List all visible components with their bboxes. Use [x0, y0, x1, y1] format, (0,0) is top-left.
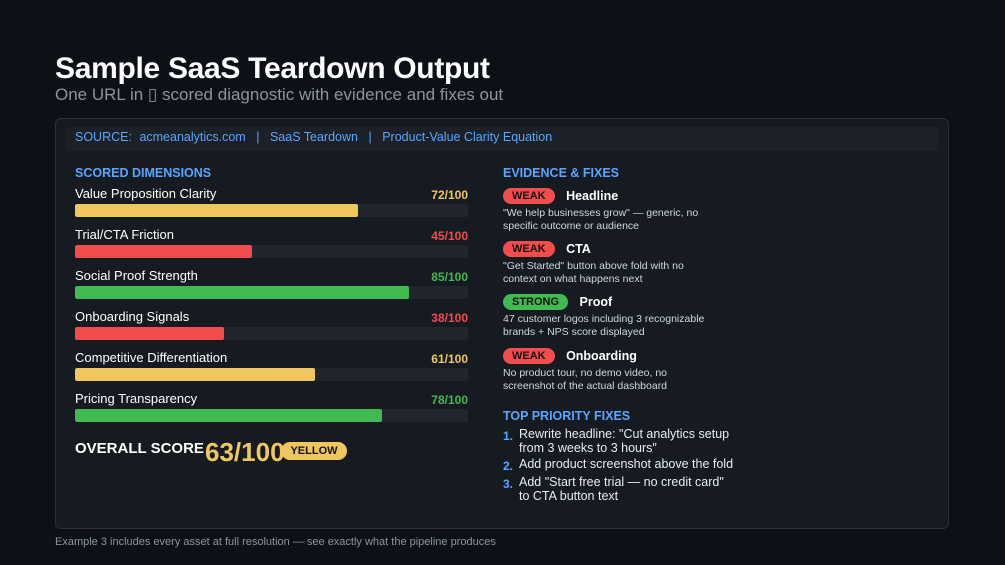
dimension-label: Pricing Transparency: [75, 391, 198, 406]
evidence-item: WEAK CTA "Get Started" button above fold…: [503, 240, 923, 285]
page-subtitle: One URL in ▯ scored diagnostic with evid…: [55, 85, 504, 104]
dimension-row: Trial/CTA Friction 45/100: [75, 227, 468, 268]
evidence-item: WEAK Headline "We help businesses grow" …: [503, 187, 923, 232]
source-bar: SOURCE: acmeanalytics.com | SaaS Teardow…: [66, 127, 939, 151]
evidence-description: 47 customer logos including 3 recognizab…: [503, 313, 705, 338]
dimension-score: 38/100: [431, 311, 468, 325]
dimension-score: 61/100: [431, 352, 468, 366]
evidence-title: Proof: [579, 294, 613, 309]
fix-text: Add product screenshot above the fold: [519, 457, 734, 471]
evidence-description: "We help businesses grow" — generic, no …: [503, 207, 699, 232]
overall-status-badge: YELLOW: [281, 442, 347, 460]
score-bar-fill: [75, 327, 225, 340]
dimension-label: Social Proof Strength: [75, 268, 198, 283]
source-separator: |: [368, 130, 372, 144]
fix-number: 3.: [503, 477, 514, 491]
evidence-title: Headline: [566, 188, 619, 203]
evidence-heading: EVIDENCE & FIXES: [503, 166, 619, 180]
evidence-item: WEAK Onboarding No product tour, no demo…: [503, 347, 923, 392]
score-bar-fill: [75, 368, 315, 381]
source-framework: Product-Value Clarity Equation: [382, 130, 553, 144]
dimension-label: Value Proposition Clarity: [75, 186, 217, 201]
score-bar-track: [75, 245, 468, 258]
score-bar-track: [75, 286, 468, 299]
dimension-row: Onboarding Signals 38/100: [75, 309, 468, 350]
dimension-label: Onboarding Signals: [75, 309, 190, 324]
scored-dimensions-heading: SCORED DIMENSIONS: [75, 166, 212, 180]
score-bar-track: [75, 368, 468, 381]
overall-score-value: 63/100: [205, 437, 285, 467]
status-badge: WEAK: [503, 240, 555, 257]
dimension-score: 72/100: [431, 188, 468, 202]
dimension-row: Social Proof Strength 85/100: [75, 268, 468, 309]
fix-number: 2.: [503, 459, 514, 473]
source-label: SOURCE:: [75, 130, 132, 144]
fix-text: Add "Start free trial — no credit card" …: [519, 475, 724, 503]
score-bar-fill: [75, 409, 382, 422]
score-bar-track: [75, 327, 468, 340]
page-title: Sample SaaS Teardown Output: [55, 52, 490, 85]
source-separator: |: [256, 130, 260, 144]
dimension-score: 85/100: [431, 270, 468, 284]
status-badge: WEAK: [503, 347, 555, 364]
score-bar-fill: [75, 286, 410, 299]
score-bar-track: [75, 204, 468, 217]
source-report-type: SaaS Teardown: [269, 130, 358, 144]
status-badge: WEAK: [503, 187, 555, 204]
evidence-description: "Get Started" button above fold with no …: [503, 260, 684, 285]
evidence-title: Onboarding: [566, 348, 637, 363]
dimension-score: 45/100: [431, 229, 468, 243]
dimension-label: Competitive Differentiation: [75, 350, 228, 365]
fix-number: 1.: [503, 429, 514, 443]
overall-score-label: OVERALL SCORE: [75, 440, 204, 457]
dimension-label: Trial/CTA Friction: [75, 227, 174, 242]
evidence-title: CTA: [566, 241, 591, 256]
evidence-description: No product tour, no demo video, no scree…: [503, 367, 668, 392]
status-badge: STRONG: [503, 293, 569, 310]
score-bar-fill: [75, 204, 358, 217]
dimension-row: Pricing Transparency 78/100: [75, 391, 468, 432]
dimension-row: Competitive Differentiation 61/100: [75, 350, 468, 391]
footer-note: Example 3 includes every asset at full r…: [55, 536, 496, 548]
score-bar-track: [75, 409, 468, 422]
source-domain: acmeanalytics.com: [139, 130, 246, 144]
teardown-panel: SOURCE: acmeanalytics.com | SaaS Teardow…: [55, 118, 949, 529]
fix-text: Rewrite headline: "Cut analytics setup f…: [519, 427, 730, 455]
dimension-row: Value Proposition Clarity 72/100: [75, 186, 468, 227]
priority-fixes-heading: TOP PRIORITY FIXES: [503, 409, 631, 423]
evidence-item: STRONG Proof 47 customer logos including…: [503, 293, 923, 338]
score-bar-fill: [75, 245, 252, 258]
dimension-score: 78/100: [431, 393, 468, 407]
